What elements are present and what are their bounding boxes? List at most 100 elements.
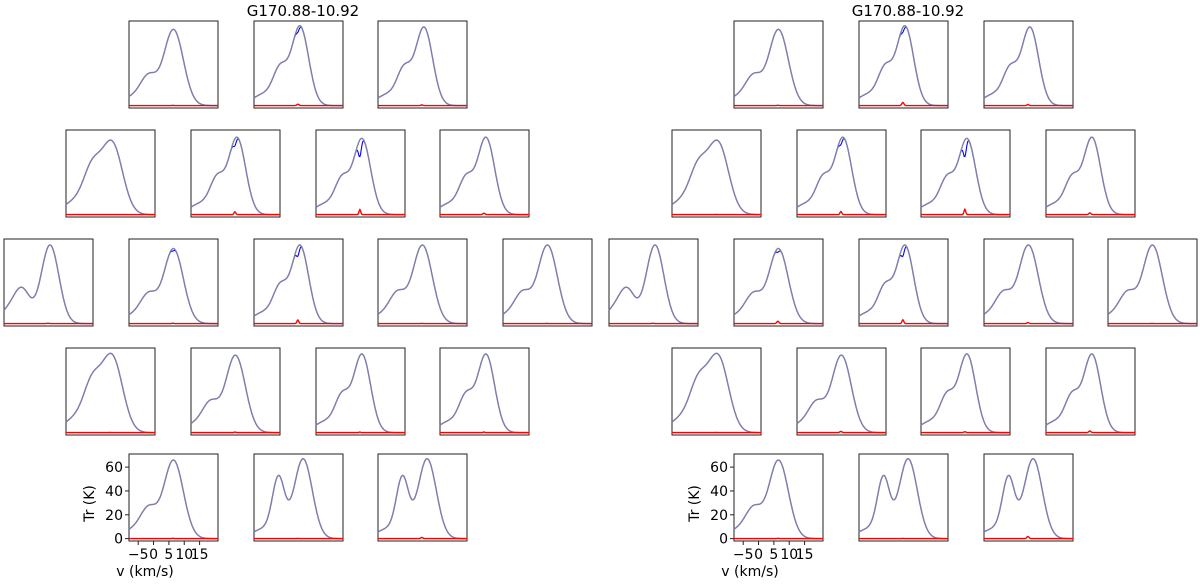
model-line [65, 139, 155, 216]
axes-frame [796, 129, 887, 218]
absorption-line [254, 318, 343, 325]
y-axis-label: Tr (K) [687, 485, 703, 523]
observed-line [1045, 353, 1135, 434]
spectrum-3-0 [65, 347, 156, 436]
axes-frame [983, 453, 1074, 542]
absorption-line [440, 212, 529, 216]
model-line [128, 28, 218, 107]
absorption-line [1046, 212, 1135, 216]
absorption-line [984, 103, 1073, 107]
x-tick-label: 15 [796, 547, 814, 563]
observed-line [3, 244, 93, 325]
axes-frame [253, 20, 344, 109]
absorption-line [921, 207, 1010, 216]
observed-line [315, 353, 405, 434]
spectrum-0-0 [733, 20, 824, 109]
y-tick-label: 60 [710, 460, 728, 476]
absorption-line [859, 101, 948, 107]
model-line [128, 459, 218, 540]
x-tick-label: −5 [128, 547, 149, 563]
model-line [377, 458, 467, 540]
spectrum-1-3 [439, 129, 530, 218]
axes-frame [253, 238, 344, 327]
observed-line [253, 26, 343, 107]
axes-frame [315, 347, 406, 436]
spectrum-3-1 [190, 347, 281, 436]
model-line [983, 458, 1073, 540]
model-line [796, 136, 886, 216]
spectrum-2-1 [128, 238, 219, 327]
observed-line [608, 244, 698, 325]
spectrum-0-2 [377, 20, 468, 109]
axes-frame [65, 129, 156, 218]
x-tick-label: −5 [733, 547, 754, 563]
absorption-line [378, 104, 467, 107]
observed-line [733, 28, 823, 107]
observed-line [377, 458, 467, 540]
axes-frame [377, 20, 468, 109]
model-line [733, 459, 823, 540]
spectrum-4-2 [377, 453, 468, 542]
x-tick-label: 15 [191, 547, 209, 563]
model-line [671, 352, 761, 434]
model-line [983, 26, 1073, 107]
spectrum-2-0 [3, 238, 94, 327]
observed-line [1045, 136, 1135, 216]
axes-frame [1107, 238, 1198, 327]
spectrum-4-2 [983, 453, 1074, 542]
axes-frame [439, 129, 530, 218]
observed-line [796, 137, 886, 216]
absorption-line [254, 103, 343, 107]
model-line [3, 244, 93, 325]
absorption-line [191, 431, 280, 434]
axes-frame [190, 347, 281, 436]
observed-line [128, 459, 218, 540]
spectrum-3-3 [1045, 347, 1136, 436]
observed-line [1107, 244, 1197, 325]
observed-line [858, 458, 948, 540]
absorption-line [797, 210, 886, 216]
absorption-line [316, 208, 405, 216]
observed-line [502, 244, 592, 325]
axes-frame [3, 238, 94, 327]
x-tick-label: 10 [175, 547, 193, 563]
axes-frame [671, 347, 762, 436]
spectrum-2-2 [858, 238, 949, 327]
y-tick-label: 60 [105, 460, 123, 476]
spectrum-3-3 [439, 347, 530, 436]
spectrum-4-1 [253, 453, 344, 542]
axes-frame [920, 129, 1011, 218]
x-axis-label: v (km/s) [116, 564, 173, 580]
observed-line [439, 136, 529, 216]
model-line [65, 352, 155, 434]
figure-title: G170.88-10.92 [852, 2, 964, 20]
spectrum-1-2 [920, 129, 1011, 218]
absorption-line [191, 210, 280, 216]
model-line [920, 137, 1010, 216]
observed-line [920, 140, 1010, 216]
observed-line [190, 138, 280, 216]
figure-title: G170.88-10.92 [247, 2, 359, 20]
axes-frame [65, 347, 156, 436]
axes-frame [190, 129, 281, 218]
model-line [858, 458, 948, 540]
model-line [439, 353, 529, 434]
spectrum-2-4 [502, 238, 593, 327]
model-line [858, 24, 948, 107]
axes-frame [920, 347, 1011, 436]
observed-line [65, 352, 155, 434]
spectrum-3-2 [920, 347, 1011, 436]
model-line [858, 244, 948, 325]
y-tick-label: 20 [105, 508, 123, 524]
spectrum-2-3 [983, 238, 1074, 327]
spectrum-3-1 [796, 347, 887, 436]
spectrum-1-2 [315, 129, 406, 218]
axes-frame [608, 238, 699, 327]
observed-line [733, 459, 823, 540]
model-line [315, 137, 405, 216]
absorption-line [921, 430, 1010, 434]
model-line [733, 28, 823, 107]
